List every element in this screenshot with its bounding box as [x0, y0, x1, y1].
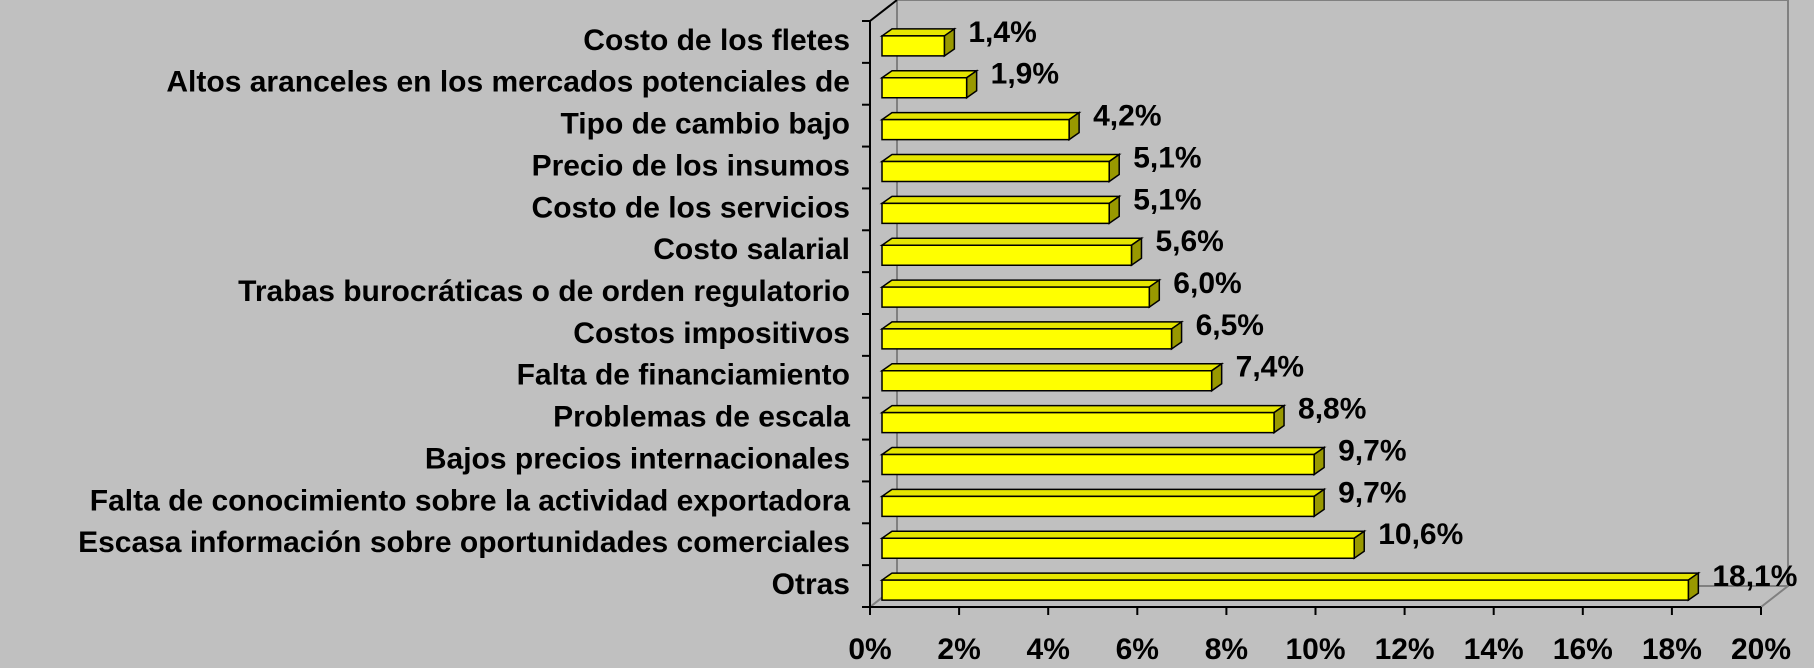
- bar-face: [879, 321, 1184, 330]
- y-tick-label: Costos impositivos: [573, 317, 850, 350]
- bar: [879, 446, 1327, 476]
- bar: [879, 404, 1287, 435]
- y-tick-label: Escasa información sobre oportunidades c…: [78, 526, 850, 559]
- bar: [879, 529, 1367, 560]
- bar-face: [881, 579, 1690, 601]
- x-tick-label: 6%: [1116, 633, 1159, 666]
- value-label: 9,7%: [1338, 434, 1406, 467]
- value-label: 4,2%: [1093, 100, 1161, 133]
- bar-face: [879, 404, 1287, 414]
- x-tick-label: 0%: [848, 633, 891, 666]
- x-tick-label: 18%: [1642, 633, 1702, 666]
- bar-face: [879, 279, 1162, 288]
- bar: [879, 487, 1327, 518]
- bar-face: [881, 495, 1315, 518]
- y-tick-label: Trabas burocráticas o de orden regulator…: [238, 275, 850, 308]
- x-tick-label: 4%: [1027, 633, 1070, 666]
- bar-face: [881, 411, 1275, 434]
- value-label: 8,8%: [1298, 393, 1366, 426]
- bar: [879, 320, 1184, 351]
- y-tick-label: Bajos precios internacionales: [425, 442, 850, 475]
- bar: [879, 153, 1122, 183]
- bar-face: [881, 370, 1213, 392]
- bar-face: [881, 537, 1355, 559]
- y-tick-label: Falta de financiamiento: [517, 359, 850, 392]
- y-tick-label: Tipo de cambio bajo: [561, 108, 850, 141]
- y-tick-label: Altos aranceles en los mercados potencia…: [166, 66, 850, 99]
- value-label: 7,4%: [1236, 351, 1304, 384]
- bar: [879, 571, 1701, 602]
- axis-corner: [869, 0, 898, 22]
- y-tick-label: Precio de los insumos: [532, 149, 850, 182]
- bar: [879, 236, 1144, 267]
- bar-face: [881, 118, 1070, 141]
- value-label: 9,7%: [1338, 476, 1406, 509]
- bar: [879, 69, 980, 100]
- value-label: 5,6%: [1155, 225, 1223, 258]
- bar-face: [881, 160, 1110, 183]
- bar-face: [881, 328, 1173, 350]
- y-tick-label: Otras: [772, 568, 850, 601]
- bar-face: [879, 195, 1122, 205]
- value-label: 5,1%: [1133, 183, 1201, 216]
- x-tick-label: 8%: [1205, 633, 1248, 666]
- y-tick-label: Falta de conocimiento sobre la actividad…: [90, 484, 851, 517]
- bar: [879, 278, 1162, 309]
- y-tick-label: Costo de los fletes: [583, 24, 850, 57]
- x-tick-label: 20%: [1731, 633, 1791, 666]
- bar-face: [879, 530, 1367, 539]
- bar-face: [879, 363, 1225, 372]
- value-label: 18,1%: [1712, 560, 1797, 593]
- value-label: 1,4%: [968, 16, 1036, 49]
- value-label: 6,0%: [1173, 267, 1241, 300]
- value-label: 5,1%: [1133, 141, 1201, 174]
- bar-face: [879, 70, 980, 79]
- x-tick-label: 2%: [937, 633, 980, 666]
- x-tick-label: 12%: [1375, 633, 1435, 666]
- y-tick-label: Problemas de escala: [553, 401, 850, 434]
- x-tick-label: 16%: [1553, 633, 1613, 666]
- bar-face: [881, 244, 1133, 266]
- bar-face: [881, 35, 946, 57]
- value-label: 6,5%: [1196, 309, 1264, 342]
- bar-face: [879, 28, 957, 37]
- bar-face: [881, 202, 1110, 225]
- x-tick-label: 14%: [1464, 633, 1524, 666]
- bar: [879, 362, 1225, 393]
- x-tick-label: 10%: [1285, 633, 1345, 666]
- bar-face: [879, 111, 1082, 121]
- value-label: 1,9%: [991, 58, 1059, 91]
- bar-face: [879, 237, 1144, 246]
- bar: [879, 194, 1122, 225]
- bar-face: [881, 77, 968, 99]
- bar-face: [881, 453, 1315, 476]
- bar-face: [881, 286, 1151, 308]
- value-label: 10,6%: [1378, 518, 1463, 551]
- bar-face: [879, 153, 1122, 163]
- y-tick-label: Costo salarial: [653, 233, 850, 266]
- bar-face: [879, 572, 1701, 581]
- bar-face: [879, 488, 1327, 498]
- y-tick-label: Costo de los servicios: [532, 191, 850, 224]
- bar: [879, 111, 1082, 142]
- bar-face: [879, 446, 1327, 456]
- bar: [879, 27, 957, 58]
